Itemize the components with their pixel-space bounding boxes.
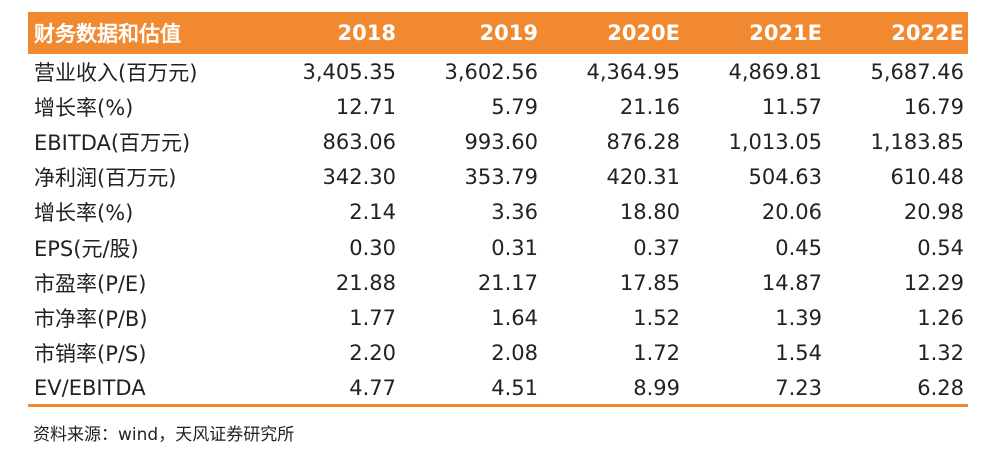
header-cell-2022e: 2022E: [891, 21, 964, 45]
table-cell: 11.57: [761, 94, 822, 119]
table-header-row: 财务数据和估值 2018 2019 2020E 2021E 2022E: [28, 12, 968, 54]
table-cell: 1.64: [491, 305, 538, 330]
table-cell: 0.45: [775, 235, 822, 260]
row-label: 增长率(%): [34, 95, 134, 120]
row-label: EPS(元/股): [34, 236, 139, 261]
table-cell: 5.79: [491, 94, 538, 119]
table-cell: 0.30: [349, 235, 396, 260]
table-cell: 876.28: [606, 129, 680, 154]
table-cell: 0.31: [491, 235, 538, 260]
table-row: 市销率(P/S) 2.20 2.08 1.72 1.54 1.32: [28, 336, 968, 371]
table-cell: 1.52: [633, 305, 680, 330]
table-cell: 3.36: [491, 200, 538, 225]
table-cell: 342.30: [322, 165, 396, 190]
table-cell: 4,869.81: [728, 59, 822, 84]
table-cell: 2.20: [349, 341, 396, 366]
table-cell: 353.79: [464, 165, 538, 190]
table-cell: 610.48: [890, 165, 964, 190]
table-cell: 12.29: [903, 270, 964, 295]
table-cell: 18.80: [619, 200, 680, 225]
table-cell: 504.63: [748, 165, 822, 190]
header-cell-2021e: 2021E: [749, 21, 822, 45]
table-cell: 1.77: [349, 305, 396, 330]
table-cell: 7.23: [684, 370, 826, 408]
table-cell: 21.16: [619, 94, 680, 119]
table-cell: 0.37: [633, 235, 680, 260]
table-cell: 1.26: [917, 305, 964, 330]
financial-table-container: 财务数据和估值 2018 2019 2020E 2021E 2022E 营业收入…: [28, 12, 968, 408]
table-cell: 20.06: [761, 200, 822, 225]
row-label: 市销率(P/S): [34, 342, 147, 367]
table-row: 净利润(百万元) 342.30 353.79 420.31 504.63 610…: [28, 160, 968, 195]
table-cell: 8.99: [542, 370, 684, 408]
row-label: 市净率(P/B): [34, 306, 148, 331]
table-cell: 1,013.05: [728, 129, 822, 154]
row-label: 净利润(百万元): [34, 166, 177, 191]
row-label: EV/EBITDA: [28, 370, 258, 408]
table-cell: 6.28: [826, 370, 968, 408]
table-cell: 12.71: [335, 94, 396, 119]
table-cell: 1.32: [917, 341, 964, 366]
row-label: EBITDA(百万元): [34, 130, 191, 155]
table-cell: 14.87: [761, 270, 822, 295]
table-row: EPS(元/股) 0.30 0.31 0.37 0.45 0.54: [28, 230, 968, 265]
table-cell: 17.85: [619, 270, 680, 295]
table-cell: 993.60: [464, 129, 538, 154]
header-cell-label: 财务数据和估值: [34, 22, 181, 46]
table-cell: 0.54: [917, 235, 964, 260]
row-label: 营业收入(百万元): [34, 60, 198, 85]
table-cell: 2.14: [349, 200, 396, 225]
table-row: 市盈率(P/E) 21.88 21.17 17.85 14.87 12.29: [28, 265, 968, 300]
table-cell: 21.17: [477, 270, 538, 295]
financial-valuation-table: 财务数据和估值 2018 2019 2020E 2021E 2022E 营业收入…: [28, 12, 968, 408]
table-row: 营业收入(百万元) 3,405.35 3,602.56 4,364.95 4,8…: [28, 54, 968, 89]
header-cell-2018: 2018: [337, 21, 396, 45]
table-cell: 2.08: [491, 341, 538, 366]
table-row: 增长率(%) 2.14 3.36 18.80 20.06 20.98: [28, 195, 968, 230]
table-cell: 863.06: [322, 129, 396, 154]
table-cell: 3,602.56: [444, 59, 538, 84]
table-cell: 1,183.85: [870, 129, 964, 154]
table-cell: 1.72: [633, 341, 680, 366]
table-row: EV/EBITDA 4.77 4.51 8.99 7.23 6.28: [28, 370, 968, 408]
table-cell: 5,687.46: [870, 59, 964, 84]
table-cell: 420.31: [606, 165, 680, 190]
table-row: 增长率(%) 12.71 5.79 21.16 11.57 16.79: [28, 89, 968, 124]
table-cell: 20.98: [903, 200, 964, 225]
table-cell: 3,405.35: [302, 59, 396, 84]
table-cell: 4,364.95: [586, 59, 680, 84]
table-cell: 1.39: [775, 305, 822, 330]
table-cell: 4.51: [400, 370, 542, 408]
table-cell: 21.88: [335, 270, 396, 295]
row-label: 市盈率(P/E): [34, 271, 147, 296]
source-note: 资料来源：wind，天风证券研究所: [33, 425, 295, 445]
table-cell: 1.54: [775, 341, 822, 366]
row-label: 增长率(%): [34, 201, 134, 226]
header-cell-2020e: 2020E: [607, 21, 680, 45]
header-cell-2019: 2019: [479, 21, 538, 45]
table-row: EBITDA(百万元) 863.06 993.60 876.28 1,013.0…: [28, 124, 968, 159]
table-cell: 16.79: [903, 94, 964, 119]
table-cell: 4.77: [258, 370, 400, 408]
table-row: 市净率(P/B) 1.77 1.64 1.52 1.39 1.26: [28, 300, 968, 335]
